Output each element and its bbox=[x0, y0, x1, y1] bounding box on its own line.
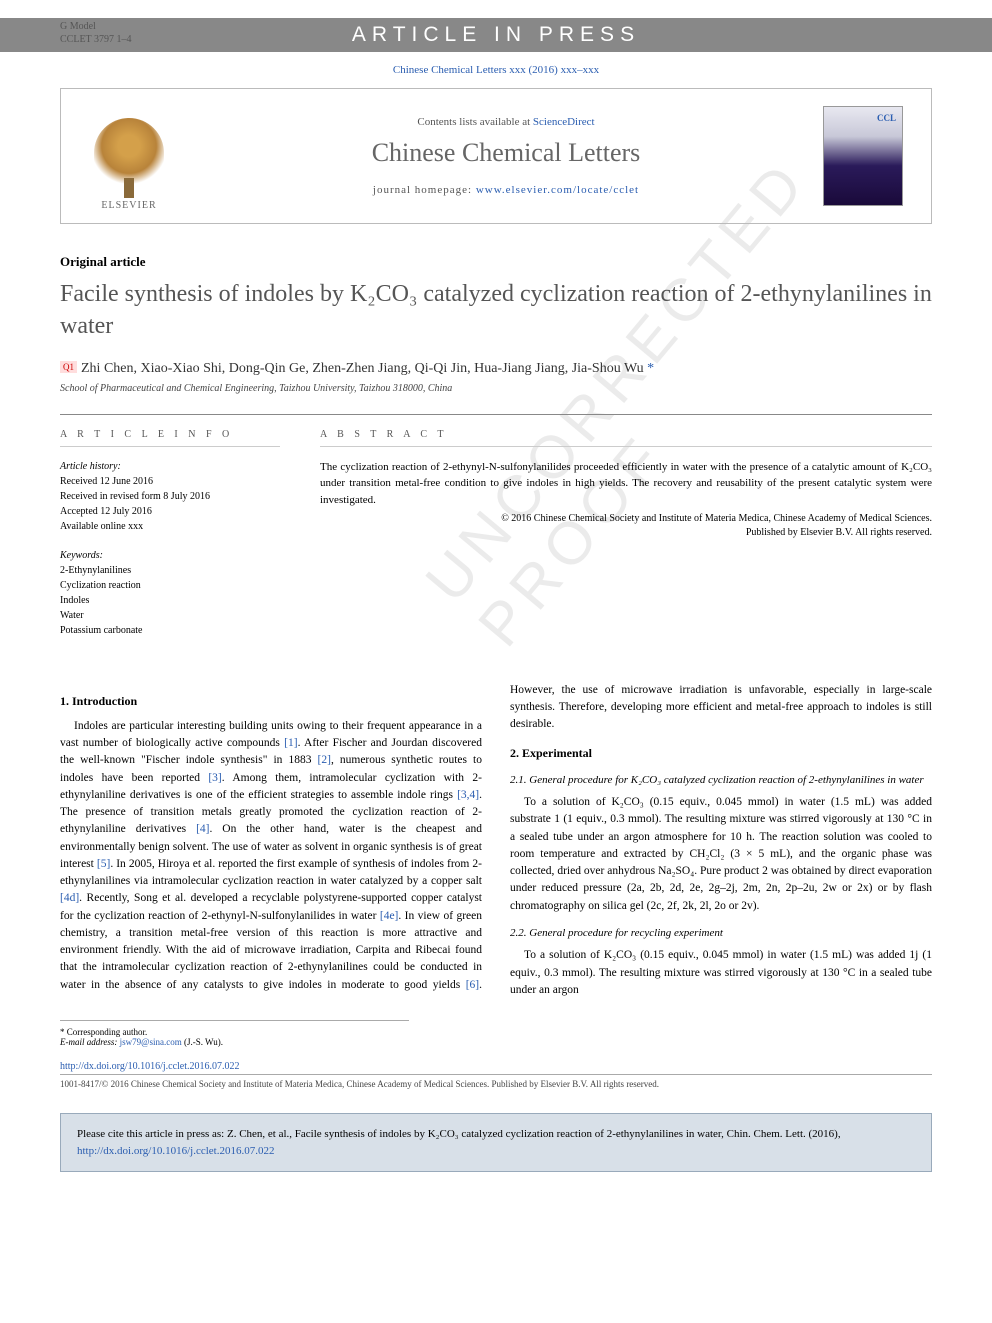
header-top: G Model CCLET 3797 1–4 bbox=[60, 20, 932, 46]
history-label: Article history: bbox=[60, 459, 280, 474]
cite-url[interactable]: http://dx.doi.org/10.1016/j.cclet.2016.0… bbox=[77, 1145, 274, 1157]
elsevier-text: ELSEVIER bbox=[101, 200, 156, 211]
article-title: Facile synthesis of indoles by K₂CO₃ cat… bbox=[60, 278, 932, 343]
page-content: G Model CCLET 3797 1–4 Chinese Chemical … bbox=[0, 0, 992, 1212]
email-address[interactable]: jsw79@sina.com bbox=[120, 1037, 182, 1047]
article-code: CCLET 3797 1–4 bbox=[60, 33, 131, 46]
ref-3-4[interactable]: [3,4] bbox=[457, 789, 479, 801]
corresponding-author: * Corresponding author. bbox=[60, 1027, 409, 1037]
keywords-label: Keywords: bbox=[60, 548, 280, 563]
keywords-block: Keywords: 2-Ethynylanilines Cyclization … bbox=[60, 548, 280, 638]
keyword: 2-Ethynylanilines bbox=[60, 563, 280, 578]
footnote: * Corresponding author. E-mail address: … bbox=[60, 1020, 409, 1047]
ref-5[interactable]: [5] bbox=[97, 858, 110, 870]
article-type: Original article bbox=[60, 254, 932, 270]
ref-6[interactable]: [6] bbox=[466, 979, 479, 991]
ref-4e[interactable]: [4e] bbox=[380, 910, 399, 922]
online-date: Available online xxx bbox=[60, 519, 280, 534]
procedure-2-1: To a solution of K₂CO₃ (0.15 equiv., 0.0… bbox=[510, 794, 932, 915]
masthead-center: Contents lists available at ScienceDirec… bbox=[205, 116, 807, 196]
journal-cover-thumbnail bbox=[823, 106, 903, 206]
author-list: Zhi Chen, Xiao-Xiao Shi, Dong-Qin Ge, Zh… bbox=[81, 361, 644, 376]
homepage-line: journal homepage: www.elsevier.com/locat… bbox=[205, 184, 807, 196]
cite-box: Please cite this article in press as: Z.… bbox=[60, 1113, 932, 1172]
ref-2[interactable]: [2] bbox=[318, 754, 331, 766]
body-text: 1. Introduction Indoles are particular i… bbox=[60, 682, 932, 1001]
abstract-copyright: © 2016 Chinese Chemical Society and Inst… bbox=[320, 512, 932, 540]
g-model-block: G Model CCLET 3797 1–4 bbox=[60, 20, 131, 46]
elsevier-tree-icon bbox=[94, 118, 164, 188]
homepage-label: journal homepage: bbox=[373, 184, 476, 196]
journal-name: Chinese Chemical Letters bbox=[205, 138, 807, 168]
doi-link[interactable]: http://dx.doi.org/10.1016/j.cclet.2016.0… bbox=[60, 1061, 932, 1072]
keyword: Water bbox=[60, 608, 280, 623]
section-experimental: 2. Experimental bbox=[510, 744, 932, 762]
email-who: (J.-S. Wu). bbox=[182, 1037, 223, 1047]
ref-4d[interactable]: [4d] bbox=[60, 892, 79, 904]
info-heading: A R T I C L E I N F O bbox=[60, 429, 280, 447]
keyword: Potassium carbonate bbox=[60, 623, 280, 638]
abstract-heading: A B S T R A C T bbox=[320, 429, 932, 447]
g-model-label: G Model bbox=[60, 20, 131, 33]
ref-4[interactable]: [4] bbox=[196, 823, 209, 835]
homepage-url[interactable]: www.elsevier.com/locate/cclet bbox=[476, 184, 639, 196]
masthead: ELSEVIER Contents lists available at Sci… bbox=[60, 88, 932, 224]
received-date: Received 12 June 2016 bbox=[60, 474, 280, 489]
affiliation: School of Pharmaceutical and Chemical En… bbox=[60, 383, 932, 394]
email-label: E-mail address: bbox=[60, 1037, 120, 1047]
procedure-2-2: To a solution of K₂CO₃ (0.15 equiv., 0.0… bbox=[510, 947, 932, 999]
abstract-text: The cyclization reaction of 2-ethynyl-N-… bbox=[320, 459, 932, 509]
section-introduction: 1. Introduction bbox=[60, 692, 482, 710]
sciencedirect-link[interactable]: ScienceDirect bbox=[533, 116, 595, 128]
subsection-2-2: 2.2. General procedure for recycling exp… bbox=[510, 925, 932, 942]
journal-reference: Chinese Chemical Letters xxx (2016) xxx–… bbox=[60, 64, 932, 76]
ref-3[interactable]: [3] bbox=[208, 772, 221, 784]
corresponding-mark: * bbox=[647, 361, 654, 376]
subsection-2-1: 2.1. General procedure for K₂CO₃ catalyz… bbox=[510, 772, 932, 789]
article-history: Article history: Received 12 June 2016 R… bbox=[60, 459, 280, 534]
article-header: Original article Facile synthesis of ind… bbox=[60, 254, 932, 394]
copyright-line-1: © 2016 Chinese Chemical Society and Inst… bbox=[320, 512, 932, 526]
email-line: E-mail address: jsw79@sina.com (J.-S. Wu… bbox=[60, 1037, 409, 1047]
elsevier-logo: ELSEVIER bbox=[79, 101, 179, 211]
bottom-copyright: 1001-8417/© 2016 Chinese Chemical Societ… bbox=[60, 1074, 932, 1089]
cite-text: Please cite this article in press as: Z.… bbox=[77, 1128, 841, 1140]
q1-badge: Q1 bbox=[60, 361, 77, 373]
copyright-line-2: Published by Elsevier B.V. All rights re… bbox=[320, 526, 932, 540]
article-info-column: A R T I C L E I N F O Article history: R… bbox=[60, 429, 280, 652]
contents-line: Contents lists available at ScienceDirec… bbox=[205, 116, 807, 128]
accepted-date: Accepted 12 July 2016 bbox=[60, 504, 280, 519]
keyword: Cyclization reaction bbox=[60, 578, 280, 593]
revised-date: Received in revised form 8 July 2016 bbox=[60, 489, 280, 504]
ref-1[interactable]: [1] bbox=[284, 737, 297, 749]
contents-label: Contents lists available at bbox=[417, 116, 532, 128]
keyword: Indoles bbox=[60, 593, 280, 608]
info-abstract-row: A R T I C L E I N F O Article history: R… bbox=[60, 414, 932, 652]
abstract-column: A B S T R A C T The cyclization reaction… bbox=[320, 429, 932, 652]
authors: Q1 Zhi Chen, Xiao-Xiao Shi, Dong-Qin Ge, … bbox=[60, 361, 932, 377]
